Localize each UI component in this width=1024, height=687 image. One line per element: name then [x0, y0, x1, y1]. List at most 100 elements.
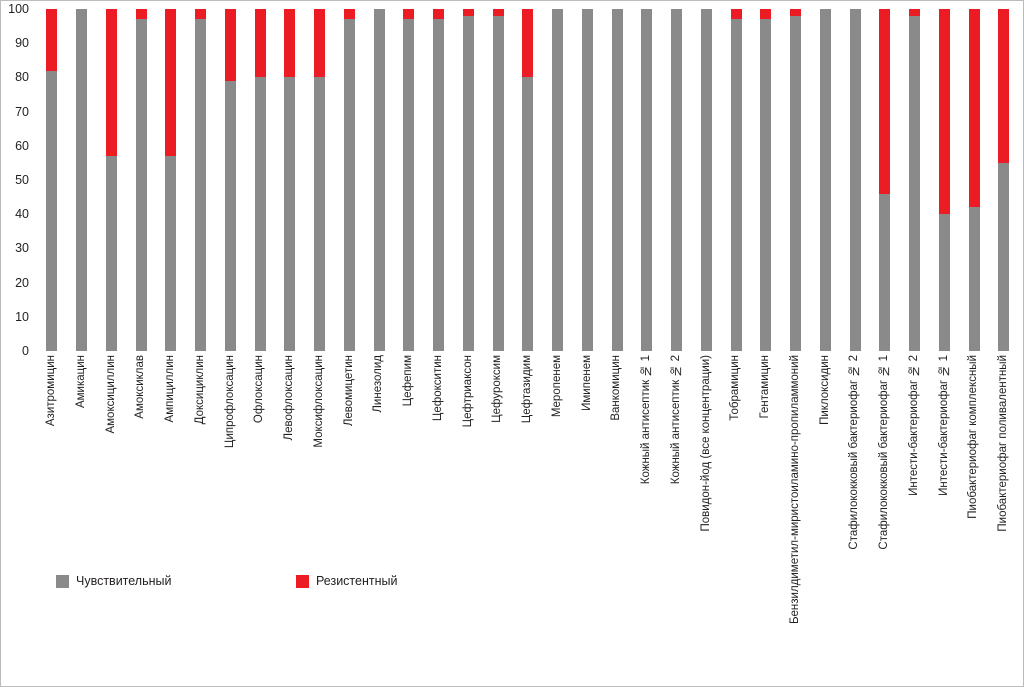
- x-label-slot: Ципрофлоксацин: [216, 355, 246, 665]
- stacked-bar: [433, 9, 445, 351]
- stacked-bar: [760, 9, 772, 351]
- y-axis-tick: 80: [15, 70, 29, 85]
- stacked-bar: [105, 9, 117, 351]
- y-axis-tick: 40: [15, 207, 29, 222]
- bar-slot: [424, 9, 454, 351]
- bar-segment-sensitive: [254, 77, 266, 351]
- stacked-bar: [135, 9, 147, 351]
- bar-segment-sensitive: [284, 77, 296, 351]
- bar-segment-resistant: [938, 9, 950, 215]
- x-axis-label: Цефтазидим: [521, 355, 534, 424]
- bar-segment-sensitive: [403, 19, 415, 351]
- x-axis-label: Кожный антисептик № 1: [640, 355, 653, 485]
- bar-segment-sensitive: [522, 77, 534, 351]
- stacked-bar: [671, 9, 683, 351]
- bar-segment-resistant: [760, 9, 772, 20]
- x-axis-labels: Азитромицин Амикацин Амоксициллин Амоксикла…: [37, 355, 1019, 665]
- y-axis: 0 10 20 30 40 50 60 70 80 90 100: [1, 2, 33, 358]
- bar-segment-sensitive: [224, 80, 236, 351]
- x-axis-label: Бензилдиметил-миристоиламино-пропиламмон…: [788, 355, 801, 625]
- bar-slot: [632, 9, 662, 351]
- x-label-slot: Пиклоксидин: [811, 355, 841, 665]
- y-axis-tick: 10: [15, 309, 29, 324]
- x-axis-label: Цефепим: [402, 355, 415, 407]
- legend-label-sensitive: Чувствительный: [76, 574, 172, 588]
- stacked-bar: [641, 9, 653, 351]
- bar-segment-sensitive: [879, 193, 891, 351]
- bar-segment-sensitive: [492, 15, 504, 351]
- y-axis-tick: 60: [15, 138, 29, 153]
- legend-swatch-resistant: [296, 574, 309, 588]
- bar-segment-resistant: [284, 9, 296, 78]
- bar-slot: [454, 9, 484, 351]
- bar-segment-resistant: [879, 9, 891, 194]
- bar-slot: [364, 9, 394, 351]
- x-axis-label: Доксициклин: [193, 355, 206, 425]
- bar-slot: [573, 9, 603, 351]
- bar-segment-sensitive: [135, 19, 147, 351]
- legend-item-sensitive: Чувствительный: [56, 574, 171, 588]
- y-axis-tick: 90: [15, 36, 29, 51]
- stacked-bar: [343, 9, 355, 351]
- bar-slot: [751, 9, 781, 351]
- stacked-bar: [552, 9, 564, 351]
- stacked-bar: [790, 9, 802, 351]
- bar-segment-resistant: [195, 9, 207, 20]
- bar-slot: [186, 9, 216, 351]
- stacked-bar: [76, 9, 88, 351]
- y-axis-tick: 20: [15, 275, 29, 290]
- bar-slot: [126, 9, 156, 351]
- stacked-bar: [611, 9, 623, 351]
- bar-slot: [335, 9, 365, 351]
- bar-slot: [870, 9, 900, 351]
- x-axis-label: Ампициллин: [164, 355, 177, 423]
- bar-segment-sensitive: [700, 9, 712, 351]
- x-label-slot: Меропенем: [543, 355, 573, 665]
- x-label-slot: Линезолид: [364, 355, 394, 665]
- bar-segment-sensitive: [581, 9, 593, 351]
- y-axis-tick: 70: [15, 104, 29, 119]
- stacked-bar: [909, 9, 921, 351]
- x-axis-label: Пиобактериофаг поливалентный: [997, 355, 1010, 532]
- bar-segment-sensitive: [730, 19, 742, 351]
- bar-segment-sensitive: [998, 162, 1010, 351]
- bar-segment-resistant: [165, 9, 177, 157]
- stacked-bar: [968, 9, 980, 351]
- x-axis-label: Стафилококковый бактериофаг № 1: [878, 355, 891, 550]
- x-label-slot: Кожный антисептик № 2: [662, 355, 692, 665]
- stacked-bar: [462, 9, 474, 351]
- x-label-slot: Амоксициллин: [97, 355, 127, 665]
- stacked-bar: [581, 9, 593, 351]
- x-axis-label: Пиобактериофаг комплексный: [967, 355, 980, 519]
- bar-segment-sensitive: [433, 19, 445, 351]
- x-axis-label: Стафилококковый бактериофаг № 2: [848, 355, 861, 550]
- bar-segment-sensitive: [968, 207, 980, 351]
- bar-slot: [840, 9, 870, 351]
- stacked-bar: [224, 9, 236, 351]
- stacked-bar: [879, 9, 891, 351]
- stacked-bar: [373, 9, 385, 351]
- x-axis-label: Амоксиклав: [134, 355, 147, 419]
- x-label-slot: Интести-бактериофаг № 1: [930, 355, 960, 665]
- x-label-slot: Цефуроксим: [483, 355, 513, 665]
- bar-slot: [394, 9, 424, 351]
- x-label-slot: Цефтриаксон: [454, 355, 484, 665]
- bar-slot: [602, 9, 632, 351]
- stacked-bar: [254, 9, 266, 351]
- x-label-slot: Стафилококковый бактериофаг № 1: [870, 355, 900, 665]
- bar-slot: [900, 9, 930, 351]
- x-axis-label: Тобрамицин: [729, 355, 742, 421]
- x-axis-label: Левофлоксацин: [283, 355, 296, 441]
- x-label-slot: Моксифлоксацин: [305, 355, 335, 665]
- bar-segment-sensitive: [641, 9, 653, 351]
- bar-segment-resistant: [403, 9, 415, 20]
- legend-item-resistant: Резистентный: [296, 574, 397, 588]
- x-label-slot: Бензилдиметил-миристоиламино-пропиламмон…: [781, 355, 811, 665]
- bar-segment-sensitive: [165, 156, 177, 351]
- bar-slot: [513, 9, 543, 351]
- stacked-bar: [195, 9, 207, 351]
- x-label-slot: Ванкомицин: [602, 355, 632, 665]
- x-label-slot: Амикацин: [67, 355, 97, 665]
- x-axis-label: Меропенем: [550, 355, 563, 418]
- bar-segment-resistant: [462, 9, 474, 16]
